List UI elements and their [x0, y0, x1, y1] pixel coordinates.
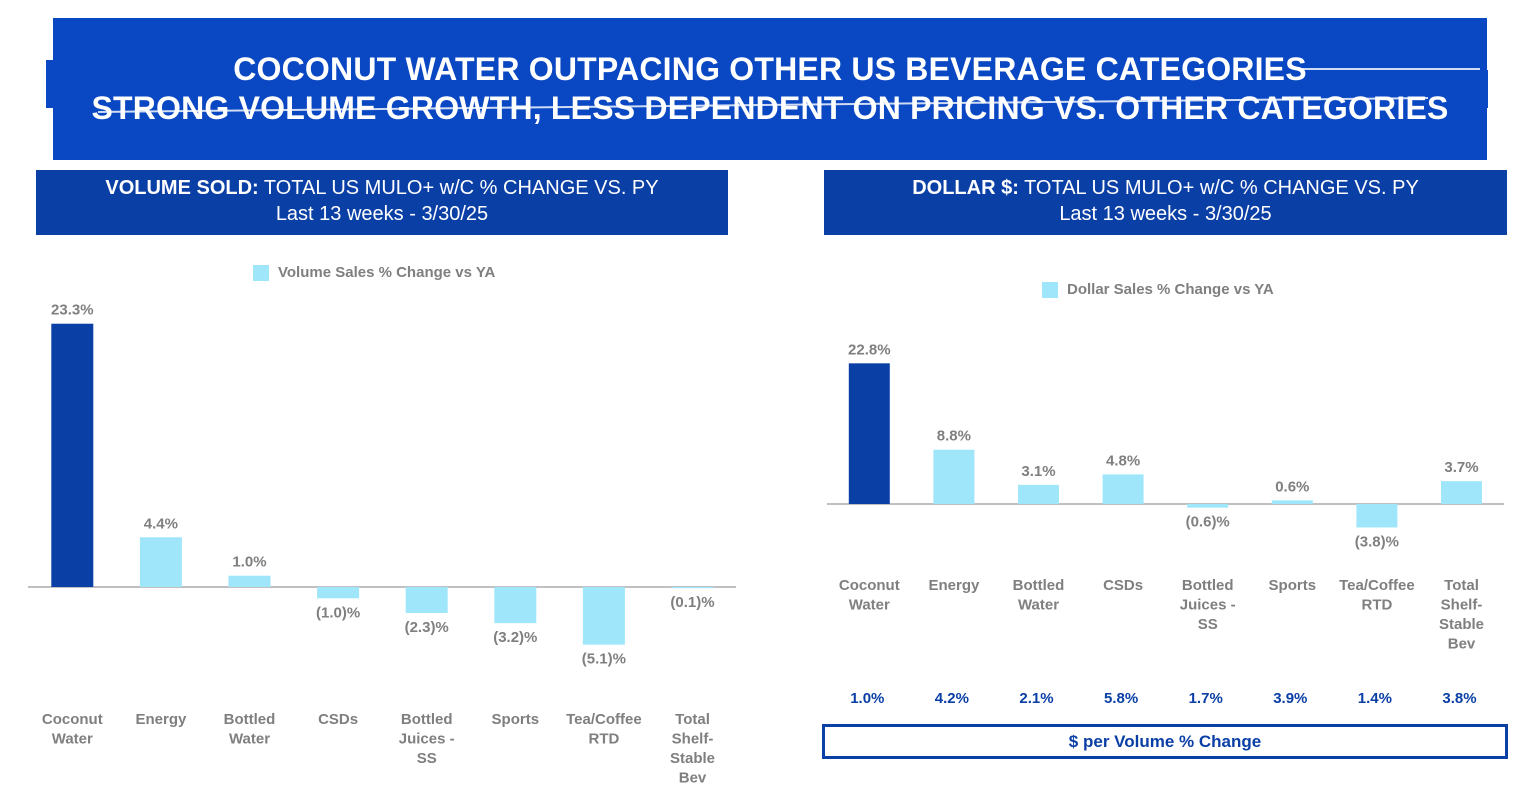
dollar-legend-label: Dollar Sales % Change vs YA: [1067, 281, 1274, 298]
dollar-legend-swatch: [1042, 281, 1058, 298]
dollar-bar: [1271, 500, 1313, 504]
dollar-category-label: Coconut Water: [839, 577, 900, 614]
volume-bar: [228, 575, 271, 587]
dollar-bar: [1018, 484, 1059, 504]
dollar-price-per-volume-value: 5.8%: [1104, 690, 1138, 707]
dollar-price-per-volume-value: 4.2%: [935, 690, 969, 707]
banner-stroke-right: [1300, 68, 1480, 70]
dollar-bar: [1441, 481, 1482, 504]
volume-legend-swatch: [253, 264, 269, 281]
dollar-price-per-volume-value: 3.9%: [1273, 690, 1307, 707]
volume-data-label: 1.0%: [232, 554, 266, 571]
volume-category-label: Bottled Water: [224, 711, 276, 748]
dollar-data-label: 4.8%: [1106, 452, 1140, 469]
dollar-data-label: 8.8%: [937, 428, 971, 445]
dollar-category-label: Total Shelf-Stable Bev: [1439, 577, 1484, 653]
dollar-data-label: 22.8%: [848, 341, 891, 358]
page-title-line2: STRONG VOLUME GROWTH, LESS DEPENDENT ON …: [91, 90, 1449, 126]
dollar-header-text: TOTAL US MULO+ w/C % CHANGE VS. PY: [1018, 177, 1419, 199]
volume-data-label: (0.1)%: [670, 594, 714, 611]
volume-data-label: (1.0)%: [316, 604, 360, 621]
dollar-panel-header: DOLLAR $: TOTAL US MULO+ w/C % CHANGE VS…: [824, 170, 1507, 235]
dollar-bar: [848, 363, 890, 504]
volume-bar: [671, 587, 714, 589]
volume-data-label: (3.2)%: [493, 629, 537, 646]
volume-category-label: Energy: [135, 711, 187, 728]
dollar-category-label: Tea/Coffee RTD: [1339, 577, 1415, 614]
volume-panel-header: VOLUME SOLD: TOTAL US MULO+ w/C % CHANGE…: [36, 170, 728, 235]
volume-data-label: 23.3%: [51, 302, 94, 319]
volume-legend-label: Volume Sales % Change vs YA: [278, 264, 496, 281]
dollar-legend: Dollar Sales % Change vs YA: [1042, 281, 1274, 298]
volume-bar: [494, 587, 537, 624]
banner-streak-left: [46, 60, 56, 108]
dollar-category-label: Bottled Water: [1013, 577, 1065, 614]
volume-data-label: 4.4%: [144, 515, 178, 532]
dollar-price-per-volume-value: 2.1%: [1019, 690, 1053, 707]
volume-bar: [51, 323, 94, 587]
dollar-price-per-volume-value: 1.0%: [850, 690, 884, 707]
volume-data-label: (5.1)%: [582, 651, 626, 668]
dollar-data-label: 0.6%: [1275, 478, 1309, 495]
volume-category-label: Sports: [492, 711, 540, 728]
dollar-category-label: Energy: [928, 577, 980, 594]
dollar-data-label: (3.8)%: [1355, 533, 1399, 550]
volume-legend: Volume Sales % Change vs YA: [253, 264, 495, 281]
volume-data-label: (2.3)%: [405, 619, 449, 636]
volume-header-subtitle: Last 13 weeks - 3/30/25: [275, 203, 489, 225]
dollar-category-label: Bottled Juices -SS: [1180, 577, 1236, 633]
volume-header-bold: VOLUME SOLD:: [105, 177, 259, 199]
volume-header-text: TOTAL US MULO+ w/C % CHANGE VS. PY: [258, 177, 659, 199]
dollar-category-label: CSDs: [1103, 577, 1143, 594]
volume-bar: [405, 587, 448, 613]
page-title-line1: COCONUT WATER OUTPACING OTHER US BEVERAG…: [233, 51, 1307, 87]
dollar-price-per-volume-value: 3.8%: [1442, 690, 1476, 707]
dollar-bar: [1187, 504, 1229, 508]
dollar-bar: [1102, 474, 1144, 504]
price-per-volume-box: $ per Volume % Change: [822, 724, 1508, 759]
dollar-header-bold: DOLLAR $:: [912, 177, 1019, 199]
volume-category-label: CSDs: [318, 711, 358, 728]
dollar-data-label: 3.1%: [1021, 463, 1055, 480]
volume-category-label: Total Shelf-Stable Bev: [670, 711, 715, 787]
volume-category-label: Bottled Juices -SS: [399, 711, 455, 767]
volume-bar: [582, 587, 625, 645]
dollar-category-label: Sports: [1269, 577, 1317, 594]
dollar-data-label: (0.6)%: [1186, 514, 1230, 531]
banner-streak-right: [1484, 70, 1488, 108]
dollar-header-subtitle: Last 13 weeks - 3/30/25: [1059, 203, 1272, 225]
dollar-bar: [1356, 504, 1398, 528]
dollar-data-label: 3.7%: [1444, 459, 1478, 476]
dollar-bar: [933, 449, 975, 504]
volume-bar: [317, 587, 360, 599]
volume-bar: [139, 537, 182, 587]
dollar-price-per-volume-value: 1.7%: [1189, 690, 1223, 707]
dollar-price-per-volume-value: 1.4%: [1358, 690, 1392, 707]
title-banner: [53, 18, 1487, 160]
volume-category-label: Coconut Water: [42, 711, 103, 748]
volume-category-label: Tea/Coffee RTD: [566, 711, 642, 748]
